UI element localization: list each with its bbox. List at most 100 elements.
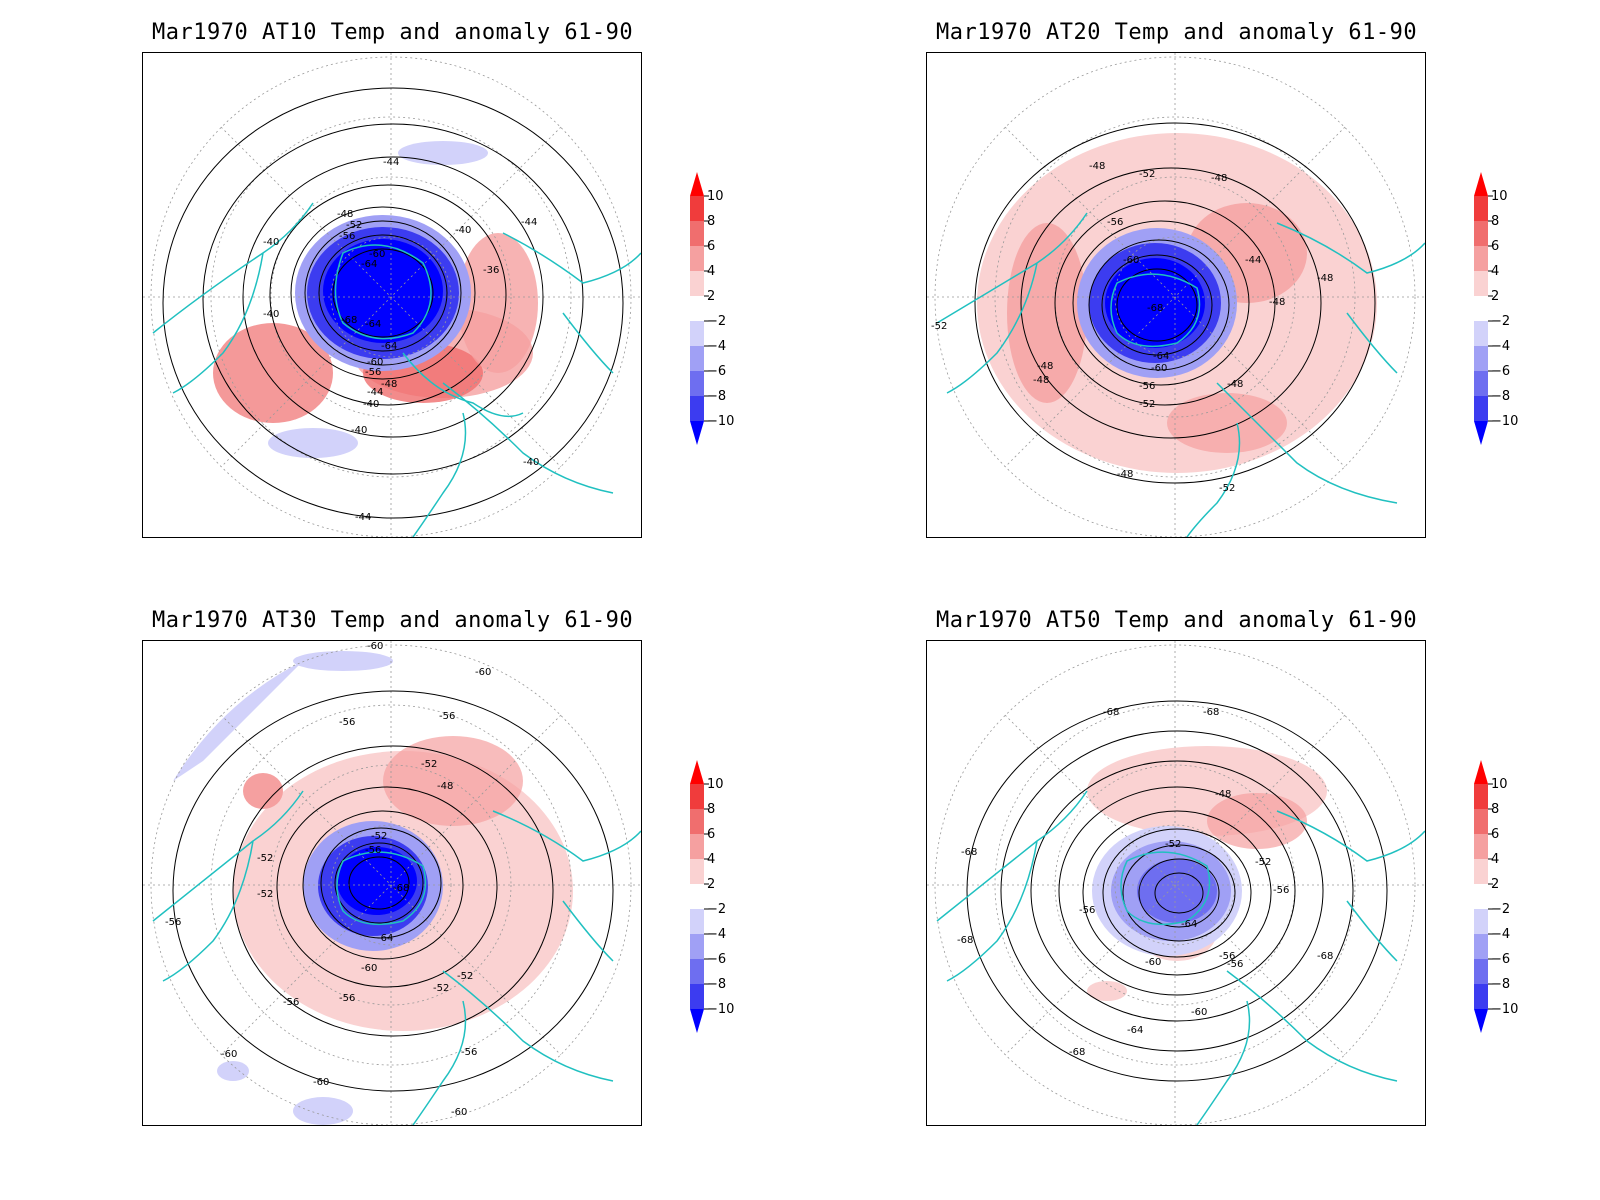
colorbar-swatch: [690, 884, 704, 909]
contour-label: -68: [1069, 1047, 1085, 1058]
contour-label: -60: [1145, 957, 1161, 968]
colorbar-tick-label: 4: [707, 264, 715, 279]
contour-label: -52: [257, 889, 273, 900]
colorbar-tick-label: −10: [707, 1002, 734, 1017]
contour-label: -52: [257, 853, 273, 864]
anomaly-shading: [213, 141, 538, 458]
contour-label: -36: [483, 265, 499, 276]
negative-anomaly: [398, 141, 488, 165]
positive-anomaly: [383, 736, 523, 826]
polar-map: -68 -68 -48 -52 -52 -56 -64 -56 -68 -56 …: [926, 640, 1426, 1126]
polar-map: -48 -52 -48 -56 -60 -68 -64 -60 -56 -52 …: [926, 52, 1426, 538]
colorbar-tick-label: 8: [707, 802, 715, 817]
contour-label: -44: [521, 217, 537, 228]
colorbar-swatch: [1474, 809, 1488, 834]
contour-label: -40: [455, 225, 471, 236]
map-canvas: -68 -68 -48 -52 -52 -56 -64 -56 -68 -56 …: [927, 641, 1425, 1125]
colorbar-swatch: [1474, 884, 1488, 909]
colorbar-swatch: [1474, 909, 1488, 934]
colorbar-tick-label: 6: [1491, 239, 1499, 254]
contour-label: -48: [1317, 273, 1333, 284]
map-canvas: -60 -60 -56 -56 -52 -48 -52 -56 -68 -64 …: [143, 641, 641, 1125]
colorbar-tick-label: −2: [1491, 314, 1510, 329]
contour-label: -56: [365, 845, 381, 856]
contour-label: -52: [931, 321, 947, 332]
temperature-contours: [974, 122, 1376, 484]
colorbar-swatch: [690, 346, 704, 371]
contour-labels: -60 -60 -56 -56 -52 -48 -52 -56 -68 -64 …: [165, 641, 491, 1118]
contour-label: -60: [451, 1107, 467, 1118]
colorbar-swatch: [1474, 984, 1488, 1009]
contour-label: -52: [457, 971, 473, 982]
colorbar-tick-label: 4: [707, 852, 715, 867]
colorbar-tick-label: −8: [707, 389, 726, 404]
colorbar-tick-label: −8: [1491, 389, 1510, 404]
colorbar-swatch: [690, 396, 704, 421]
colorbar-swatch: [1474, 196, 1488, 221]
colorbar-tick-label: −8: [1491, 977, 1510, 992]
contour-label: -64: [377, 933, 393, 944]
colorbar-swatch: [690, 834, 704, 859]
colorbar-tick-label: 2: [1491, 289, 1499, 304]
colorbar-max-arrow: [690, 760, 704, 784]
colorbar-tick-label: 10: [707, 777, 724, 792]
colorbar-tick-label: −10: [1491, 414, 1518, 429]
positive-anomaly: [458, 233, 538, 373]
colorbar-swatch: [1474, 296, 1488, 321]
colorbar-swatch: [690, 296, 704, 321]
colorbar-tick-label: 10: [707, 189, 724, 204]
positive-anomaly: [1007, 223, 1087, 403]
contour-label: -52: [421, 759, 437, 770]
map-canvas: -48 -52 -48 -56 -60 -68 -64 -60 -56 -52 …: [927, 53, 1425, 537]
contour-label: -56: [1273, 885, 1289, 896]
colorbar-tick-label: 2: [707, 289, 715, 304]
temperature-contours: [966, 700, 1388, 1082]
contour-label: -52: [1219, 483, 1235, 494]
colorbar-tick-label: 6: [707, 827, 715, 842]
positive-anomaly: [1087, 981, 1127, 1001]
contour-label: -48: [1033, 375, 1049, 386]
colorbar-max-arrow: [1474, 172, 1488, 196]
contour-label: -40: [351, 425, 367, 436]
coastlines: [152, 790, 641, 1125]
colorbar-swatch: [1474, 271, 1488, 296]
contour-label: -48: [1117, 469, 1133, 480]
colorbar-tick-label: 8: [707, 214, 715, 229]
negative-anomaly: [293, 1097, 353, 1125]
colorbar-tick-label: −4: [707, 339, 726, 354]
contour-label: -48: [1227, 379, 1243, 390]
contour-label: -60: [369, 249, 385, 260]
contour-label: -48: [337, 209, 353, 220]
lat-lon-grid: [143, 53, 641, 537]
colorbar-swatch: [1474, 371, 1488, 396]
contour-label: -56: [1079, 905, 1095, 916]
contour-label: -44: [1245, 255, 1261, 266]
colorbar-tick-label: −2: [1491, 902, 1510, 917]
negative-anomaly: [323, 239, 443, 343]
polar-map: -44 -48 -52 -56 -60 -64 -68 -64 -64 -60 …: [142, 52, 642, 538]
colorbar-tick-label: −8: [707, 977, 726, 992]
lat-lon-grid: [927, 641, 1425, 1125]
colorbar-tick-label: −10: [1491, 1002, 1518, 1017]
colorbar-tick-label: −6: [707, 364, 726, 379]
contour-label: -60: [361, 963, 377, 974]
colorbar-tick-label: −4: [707, 927, 726, 942]
negative-anomaly: [293, 651, 393, 671]
colorbar-swatch: [690, 246, 704, 271]
temperature-contours: [172, 690, 614, 1092]
colorbar-swatch: [1474, 346, 1488, 371]
contour-label: -56: [1219, 951, 1235, 962]
positive-anomaly: [213, 323, 333, 423]
colorbar-tick-label: 4: [1491, 852, 1499, 867]
contour-label: -64: [1181, 919, 1197, 930]
lat-lon-grid: [143, 641, 641, 1125]
contour-label: -56: [165, 917, 181, 928]
contour-label: -68: [1203, 707, 1219, 718]
colorbar: 10 8 6 4 2 −2 −4 −6 −8 −10: [1474, 760, 1518, 1033]
contour-label: -56: [339, 231, 355, 242]
contour-label: -44: [383, 157, 399, 168]
contour-label: -68: [1103, 707, 1119, 718]
contour-label: -40: [523, 457, 539, 468]
colorbar-swatch: [690, 934, 704, 959]
panel-title: Mar1970 AT10 Temp and anomaly 61-90: [152, 20, 634, 45]
